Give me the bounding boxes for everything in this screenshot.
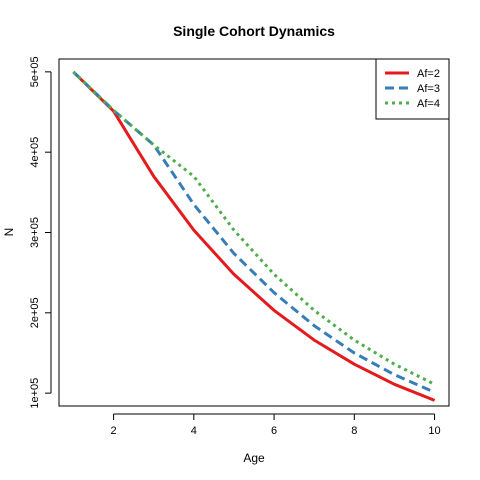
series-layer [72,70,436,402]
y-tick-label: 1e+05 [29,378,41,409]
x-tick-label: 10 [428,425,440,437]
x-tick-label: 8 [351,425,357,437]
x-tick-label: 2 [111,425,117,437]
series-line-af-4 [72,70,436,386]
legend-label-af-3: Af=3 [417,83,440,95]
x-axis-label: Age [243,451,265,465]
y-tick-label: 2e+05 [29,297,41,328]
y-axis-label: N [2,228,16,237]
plot-frame [58,58,450,407]
y-axis: 1e+05 2e+05 3e+05 4e+05 5e+05 [29,56,52,409]
y-tick-label: 3e+05 [29,217,41,248]
chart-title: Single Cohort Dynamics [173,23,335,39]
x-axis: 2 4 6 8 10 [111,413,441,437]
x-tick-label: 4 [191,425,197,437]
legend-label-af-4: Af=4 [417,98,440,110]
legend-label-af-2: Af=2 [417,68,440,80]
y-tick-label: 4e+05 [29,137,41,168]
legend: Af=2 Af=3 Af=4 [375,58,450,120]
series-line-af-3 [72,70,436,394]
x-tick-label: 6 [271,425,277,437]
series-line-af-2 [72,70,436,402]
y-tick-label: 5e+05 [29,56,41,87]
